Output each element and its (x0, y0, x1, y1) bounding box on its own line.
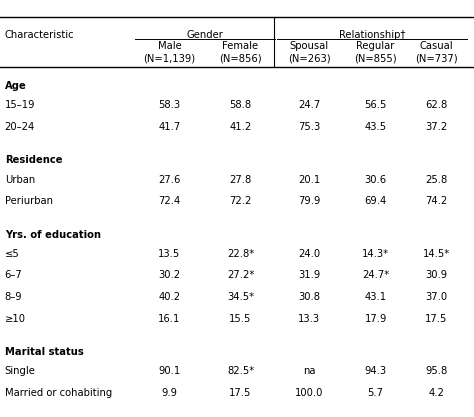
Text: 24.7*: 24.7* (362, 270, 389, 280)
Text: 8–9: 8–9 (5, 292, 22, 302)
Text: 17.5: 17.5 (425, 314, 447, 324)
Text: 30.8: 30.8 (298, 292, 320, 302)
Text: 13.5: 13.5 (158, 249, 181, 259)
Text: 22.8*: 22.8* (227, 249, 254, 259)
Text: 56.5: 56.5 (365, 100, 387, 111)
Text: ≥10: ≥10 (5, 314, 26, 324)
Text: 43.1: 43.1 (365, 292, 387, 302)
Text: 30.6: 30.6 (365, 175, 387, 185)
Text: 5.7: 5.7 (368, 388, 383, 398)
Text: 20–24: 20–24 (5, 122, 35, 132)
Text: 43.5: 43.5 (365, 122, 387, 132)
Text: 82.5*: 82.5* (227, 366, 254, 376)
Text: 6–7: 6–7 (5, 270, 22, 280)
Text: Male
(N=1,139): Male (N=1,139) (144, 41, 195, 63)
Text: 30.9: 30.9 (425, 270, 447, 280)
Text: 37.0: 37.0 (425, 292, 447, 302)
Text: 34.5*: 34.5* (227, 292, 254, 302)
Text: 20.1: 20.1 (298, 175, 320, 185)
Text: Marital status: Marital status (5, 347, 83, 357)
Text: ≤5: ≤5 (5, 249, 19, 259)
Text: 58.3: 58.3 (158, 100, 181, 111)
Text: 16.1: 16.1 (158, 314, 181, 324)
Text: 15.5: 15.5 (229, 314, 252, 324)
Text: 14.5*: 14.5* (422, 249, 450, 259)
Text: 24.7: 24.7 (298, 100, 320, 111)
Text: 27.8: 27.8 (229, 175, 252, 185)
Text: 4.2: 4.2 (428, 388, 444, 398)
Text: 95.8: 95.8 (425, 366, 447, 376)
Text: na: na (303, 366, 316, 376)
Text: 25.8: 25.8 (425, 175, 447, 185)
Text: 62.8: 62.8 (425, 100, 447, 111)
Text: 94.3: 94.3 (365, 366, 387, 376)
Text: 74.2: 74.2 (425, 196, 447, 206)
Text: 17.5: 17.5 (229, 388, 252, 398)
Text: 90.1: 90.1 (158, 366, 181, 376)
Text: Spousal
(N=263): Spousal (N=263) (288, 41, 330, 63)
Text: 9.9: 9.9 (162, 388, 177, 398)
Text: 14.3*: 14.3* (362, 249, 389, 259)
Text: Urban: Urban (5, 175, 35, 185)
Text: 58.8: 58.8 (229, 100, 252, 111)
Text: Residence: Residence (5, 156, 62, 166)
Text: Regular
(N=855): Regular (N=855) (355, 41, 397, 63)
Text: 100.0: 100.0 (295, 388, 323, 398)
Text: 13.3: 13.3 (298, 314, 320, 324)
Text: 15–19: 15–19 (5, 100, 35, 111)
Text: 40.2: 40.2 (158, 292, 181, 302)
Text: Age: Age (5, 81, 27, 91)
Text: 17.9: 17.9 (365, 314, 387, 324)
Text: 37.2: 37.2 (425, 122, 447, 132)
Text: 27.2*: 27.2* (227, 270, 254, 280)
Text: 41.7: 41.7 (158, 122, 181, 132)
Text: 31.9: 31.9 (298, 270, 320, 280)
Text: 72.4: 72.4 (158, 196, 181, 206)
Text: 27.6: 27.6 (158, 175, 181, 185)
Text: Single: Single (5, 366, 36, 376)
Text: Relationship†: Relationship† (339, 30, 405, 40)
Text: 75.3: 75.3 (298, 122, 320, 132)
Text: 41.2: 41.2 (229, 122, 252, 132)
Text: Periurban: Periurban (5, 196, 53, 206)
Text: Gender: Gender (187, 30, 223, 40)
Text: 24.0: 24.0 (298, 249, 320, 259)
Text: Married or cohabiting: Married or cohabiting (5, 388, 112, 398)
Text: Characteristic: Characteristic (5, 30, 74, 40)
Text: Yrs. of education: Yrs. of education (5, 230, 101, 240)
Text: 69.4: 69.4 (365, 196, 387, 206)
Text: Casual
(N=737): Casual (N=737) (415, 41, 457, 63)
Text: 72.2: 72.2 (229, 196, 252, 206)
Text: 79.9: 79.9 (298, 196, 320, 206)
Text: Female
(N=856): Female (N=856) (219, 41, 262, 63)
Text: 30.2: 30.2 (158, 270, 181, 280)
